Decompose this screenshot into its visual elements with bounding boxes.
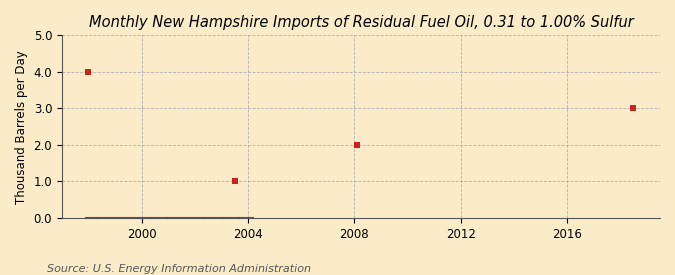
- Text: Source: U.S. Energy Information Administration: Source: U.S. Energy Information Administ…: [47, 264, 311, 274]
- Y-axis label: Thousand Barrels per Day: Thousand Barrels per Day: [15, 50, 28, 204]
- Title: Monthly New Hampshire Imports of Residual Fuel Oil, 0.31 to 1.00% Sulfur: Monthly New Hampshire Imports of Residua…: [88, 15, 633, 30]
